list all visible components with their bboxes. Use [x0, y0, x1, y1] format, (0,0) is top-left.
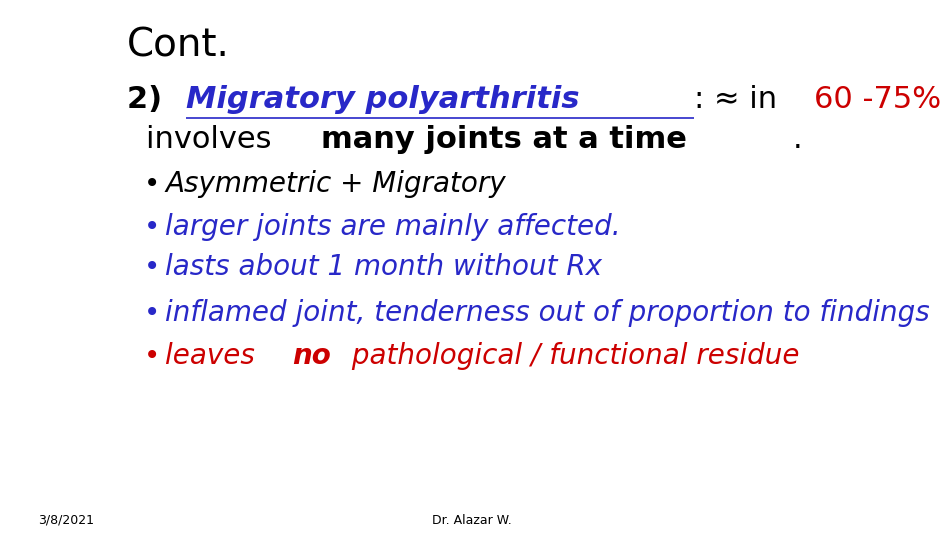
Text: 2): 2) — [127, 85, 174, 114]
Text: 60 -75% of cases: 60 -75% of cases — [814, 85, 943, 114]
Text: many joints at a time: many joints at a time — [321, 125, 687, 154]
Text: involves: involves — [146, 125, 281, 154]
Text: inflamed joint, tenderness out of proportion to findings: inflamed joint, tenderness out of propor… — [165, 299, 930, 327]
Text: Cont.: Cont. — [127, 26, 230, 65]
Text: lasts about 1 month without Rx: lasts about 1 month without Rx — [165, 253, 602, 281]
Text: •: • — [144, 299, 160, 327]
Text: no: no — [292, 342, 331, 370]
Text: .: . — [793, 125, 802, 154]
Text: leaves: leaves — [165, 342, 264, 370]
Text: •: • — [144, 253, 160, 281]
Text: pathological / functional residue: pathological / functional residue — [342, 342, 799, 370]
Text: : ≈ in: : ≈ in — [694, 85, 787, 114]
Text: •: • — [144, 170, 160, 198]
Text: Dr. Alazar W.: Dr. Alazar W. — [432, 514, 511, 527]
Text: Asymmetric + Migratory: Asymmetric + Migratory — [165, 170, 505, 198]
Text: 3/8/2021: 3/8/2021 — [38, 514, 93, 527]
Text: larger joints are mainly affected.: larger joints are mainly affected. — [165, 213, 620, 241]
Text: •: • — [144, 213, 160, 241]
Text: •: • — [144, 342, 160, 370]
Text: Migratory polyarthritis: Migratory polyarthritis — [187, 85, 580, 114]
